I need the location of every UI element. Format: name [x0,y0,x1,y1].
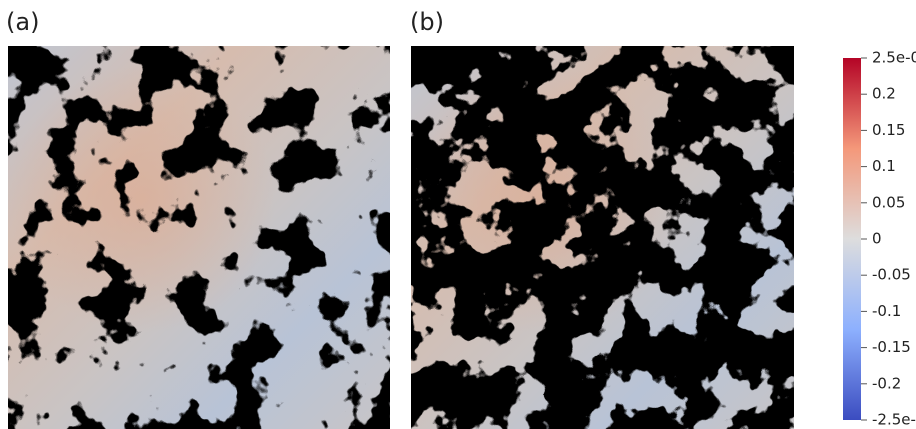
tick-label: -2.5e-01 [872,411,916,429]
panel-a-image [8,46,390,429]
panel-b-image [411,46,794,429]
tick-label: 2.5e-01 [872,49,916,67]
tick-label: 0.15 [872,121,905,139]
figure: (a) (b) 2.5e-01 0.2 0.15 0.1 0.05 0 -0.05 -0.1 -… [0,0,916,429]
tick-label: 0.1 [872,157,896,175]
tick-label: 0.2 [872,85,896,103]
panel-label: (b) [410,8,444,36]
tick-label: 0 [872,230,882,248]
tick-label: 0.05 [872,193,905,211]
tick-label: -0.05 [872,266,911,284]
colorbar [843,58,861,420]
panel-label: (a) [6,8,39,36]
tick-label: -0.2 [872,374,901,392]
tick-label: -0.15 [872,338,911,356]
tick-label: -0.1 [872,302,901,320]
